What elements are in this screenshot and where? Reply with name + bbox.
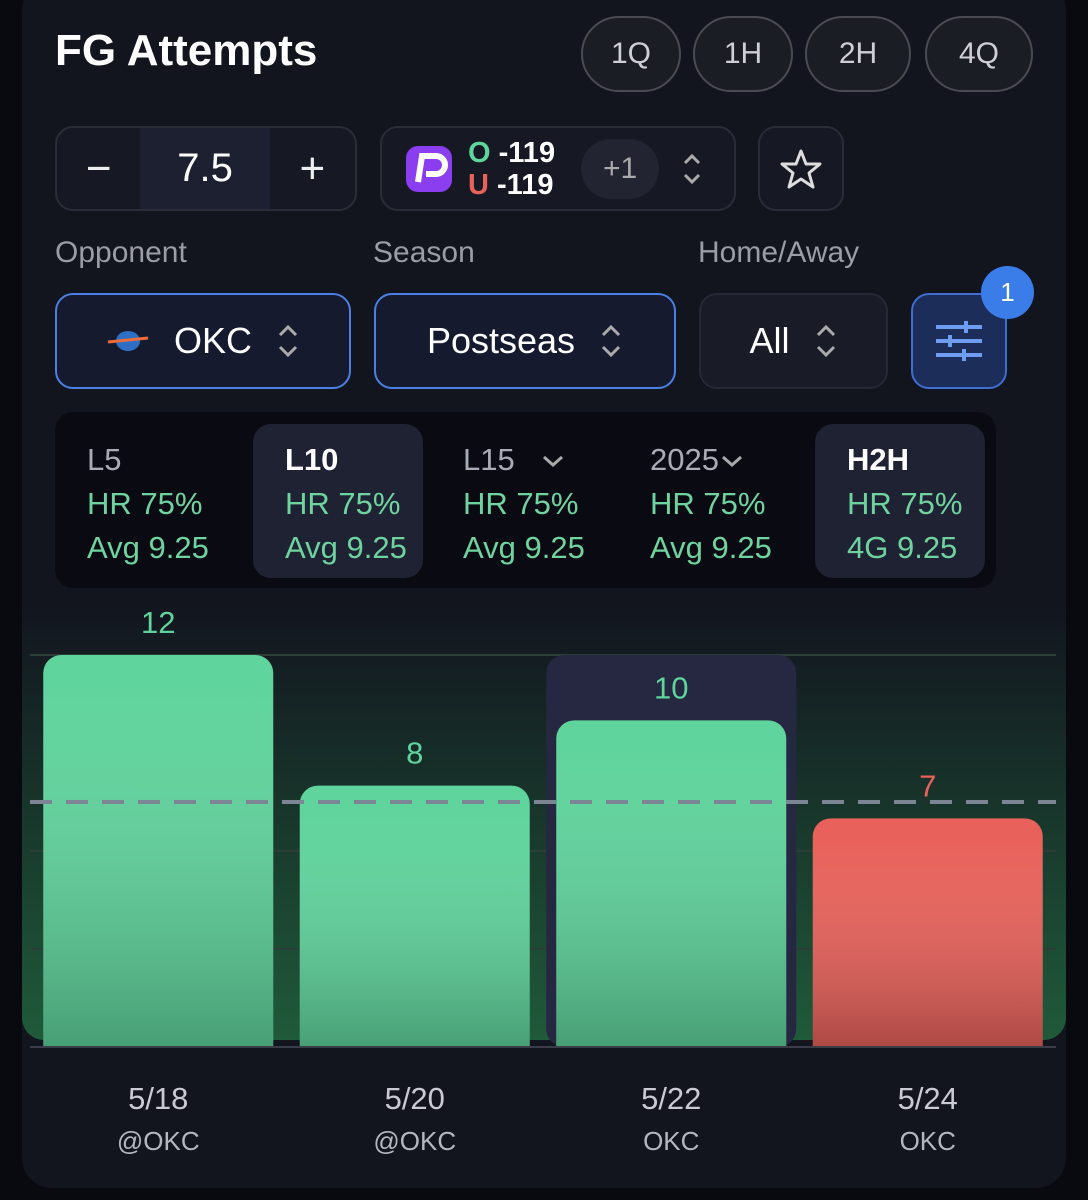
split-line1: HR 75% bbox=[87, 486, 203, 521]
period-tab[interactable]: 1H bbox=[693, 16, 793, 92]
value-label: 8 bbox=[406, 736, 423, 771]
filter-label: Opponent bbox=[55, 236, 187, 269]
over-label: O bbox=[468, 136, 491, 169]
sliders-icon bbox=[936, 321, 982, 361]
home-away-select[interactable]: All bbox=[699, 293, 888, 389]
chevrons bbox=[601, 324, 621, 358]
chevrons bbox=[278, 324, 298, 358]
plot-background bbox=[22, 600, 1066, 1040]
split-line1: HR 75% bbox=[285, 486, 401, 521]
split-label: 2025 bbox=[650, 442, 719, 477]
bar-shade bbox=[299, 803, 530, 1047]
x-tick-label: 5/24 bbox=[898, 1081, 958, 1116]
split-label: H2H bbox=[847, 442, 910, 477]
over-price: -119 bbox=[498, 136, 556, 169]
split-card[interactable]: 2025 HR 75% Avg 9.25 bbox=[618, 424, 788, 578]
filter-value: OKC bbox=[173, 320, 252, 361]
title: FG Attempts bbox=[55, 26, 318, 75]
dropdown-chevron bbox=[543, 455, 563, 468]
opponent-select[interactable]: OKC bbox=[55, 293, 351, 389]
x-tick-label: 5/22 bbox=[641, 1081, 701, 1116]
chevrons bbox=[684, 153, 701, 184]
split-label: L10 bbox=[285, 442, 339, 477]
filter-value: Postseas bbox=[426, 320, 576, 361]
period-tab[interactable]: 2H bbox=[805, 16, 911, 92]
split-label: L15 bbox=[463, 442, 515, 477]
x-sublabel: OKC bbox=[643, 1126, 699, 1156]
split-card[interactable]: L10 HR 75% Avg 9.25 bbox=[253, 424, 423, 578]
filter-label: Home/Away bbox=[698, 236, 860, 269]
favorite-button[interactable] bbox=[758, 126, 844, 211]
plus-button[interactable]: + bbox=[299, 143, 326, 193]
x-tick-label: 5/18 bbox=[128, 1081, 188, 1116]
under-label: U bbox=[468, 168, 489, 201]
dropdown-chevron bbox=[722, 455, 742, 468]
line-stepper: − 7.5 + bbox=[55, 126, 357, 211]
star-icon bbox=[780, 149, 822, 188]
value-label: 10 bbox=[654, 670, 688, 705]
split-label: L5 bbox=[87, 442, 122, 477]
bar-shade bbox=[43, 673, 274, 1047]
split-line2: Avg 9.25 bbox=[87, 530, 209, 565]
odds: O -119 U -119 bbox=[468, 137, 555, 201]
filter-value: All bbox=[749, 320, 790, 361]
season-select[interactable]: Postseas bbox=[374, 293, 676, 389]
x-sublabel: OKC bbox=[900, 1126, 956, 1156]
filter-badge: 1 bbox=[981, 266, 1034, 319]
bar-shade bbox=[556, 738, 787, 1047]
split-line1: HR 75% bbox=[650, 486, 766, 521]
split-card[interactable]: L5 HR 75% Avg 9.25 bbox=[55, 424, 225, 578]
bar-shade bbox=[812, 836, 1043, 1047]
team-logo bbox=[107, 331, 149, 351]
split-card[interactable]: L15 HR 75% Avg 9.25 bbox=[431, 424, 601, 578]
period-tab[interactable]: 4Q bbox=[925, 16, 1033, 92]
x-tick-label: 5/20 bbox=[385, 1081, 445, 1116]
odds-box[interactable]: O -119 U -119 +1 bbox=[380, 126, 736, 211]
book-logo bbox=[406, 145, 452, 192]
minus-button[interactable]: − bbox=[85, 143, 112, 193]
x-sublabel: @OKC bbox=[117, 1126, 200, 1156]
chevrons bbox=[816, 324, 835, 358]
filter-label: Season bbox=[373, 236, 475, 269]
value-label: 7 bbox=[919, 768, 936, 803]
split-line1: HR 75% bbox=[463, 486, 579, 521]
split-line2: Avg 9.25 bbox=[463, 530, 585, 565]
chart: 12 5/18 @OKC 8 5/20 @OKC 10 5/22 OKC 7 5/24 OKC bbox=[22, 600, 1066, 1156]
x-sublabel: @OKC bbox=[373, 1126, 456, 1156]
period-tab[interactable]: 1Q bbox=[581, 16, 681, 92]
line-value: 7.5 bbox=[140, 128, 270, 209]
split-line2: Avg 9.25 bbox=[650, 530, 772, 565]
more-books[interactable]: +1 bbox=[581, 138, 660, 199]
value-label: 12 bbox=[141, 605, 175, 640]
split-line2: Avg 9.25 bbox=[285, 530, 407, 565]
split-line1: HR 75% bbox=[847, 486, 963, 521]
under-price: -119 bbox=[497, 168, 554, 201]
split-card[interactable]: H2H HR 75% 4G 9.25 bbox=[815, 424, 985, 578]
split-line2: 4G 9.25 bbox=[847, 530, 958, 565]
